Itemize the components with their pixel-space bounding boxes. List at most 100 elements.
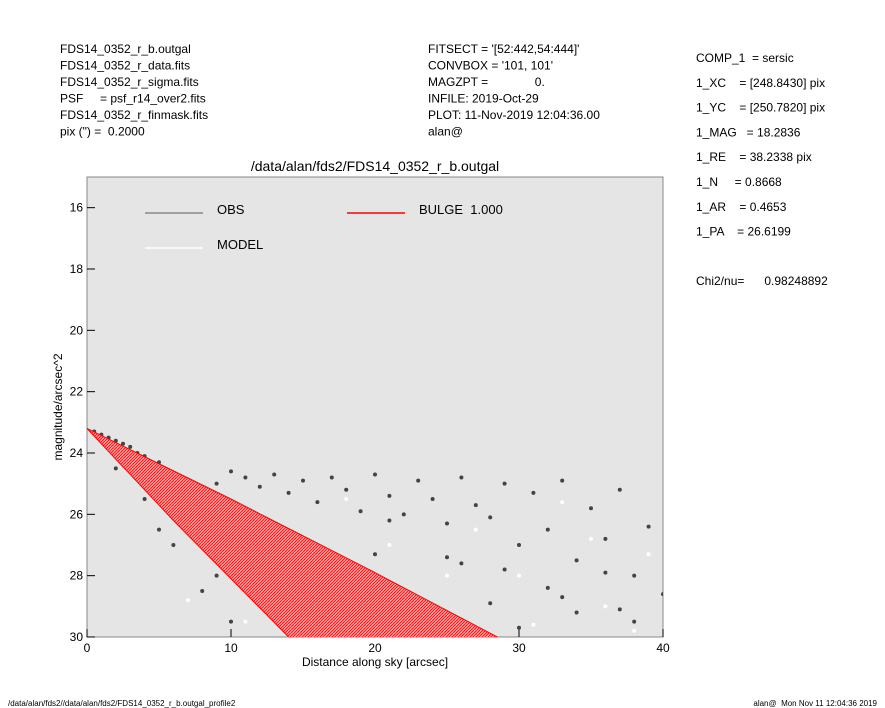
point [445, 573, 449, 578]
header-right-line: 1_RE = 38.2338 pix [696, 150, 812, 164]
chart-title: /data/alan/fds2/FDS14_0352_r_b.outgal [251, 158, 499, 174]
point [445, 521, 449, 526]
point [646, 524, 651, 529]
y-tick-label: 18 [70, 262, 84, 276]
header-middle-line: alan@ [428, 125, 463, 139]
point [214, 481, 219, 486]
header-middle-line: PLOT: 11-Nov-2019 12:04:36.00 [428, 108, 600, 122]
point [603, 570, 608, 575]
point [632, 573, 637, 578]
point [200, 589, 205, 593]
point [502, 481, 507, 486]
header-middle-line: CONVBOX = '101, 101' [428, 59, 553, 73]
point [560, 478, 565, 483]
header-right-line: 1_PA = 26.6199 [696, 225, 791, 239]
y-tick-label: 22 [70, 385, 84, 399]
point [229, 619, 233, 624]
point [387, 518, 392, 523]
header-right-line: 1_XC = [248.8430] pix [696, 76, 825, 90]
header-right-line: 1_N = 0.8668 [696, 175, 782, 189]
bulge-fill [87, 428, 498, 637]
y-tick-label: 28 [70, 569, 84, 583]
plot-area [86, 176, 664, 638]
point [603, 604, 608, 609]
footer-left: /data/alan/fds2//data/alan/fds2/FDS14_03… [8, 699, 236, 708]
header-left-line: PSF = psf_r14_over2.fits [60, 92, 206, 106]
point [502, 567, 507, 572]
point [373, 552, 377, 557]
y-tick-label: 20 [70, 323, 84, 337]
point [387, 493, 392, 498]
header-left-line: FDS14_0352_r_finmask.fits [60, 108, 208, 122]
header-right-line: COMP_1 = sersic [696, 51, 794, 65]
header-left-line: pix (") = 0.2000 [60, 125, 145, 139]
point [315, 500, 320, 505]
y-axis-label: magnitude/arcsec^2 [51, 353, 65, 460]
point [545, 527, 550, 532]
point [459, 561, 464, 566]
point [617, 607, 622, 612]
legend-label: MODEL [217, 237, 263, 252]
point [358, 509, 363, 514]
point [574, 558, 579, 563]
point [459, 475, 464, 480]
point [517, 625, 521, 630]
point [373, 472, 377, 477]
point [603, 536, 608, 541]
point [646, 552, 651, 557]
point [488, 515, 493, 520]
header-right-line: 1_AR = 0.4653 [696, 200, 787, 214]
header-middle-line: MAGZPT = 0. [428, 75, 545, 89]
header-left-line: FDS14_0352_r_sigma.fits [60, 75, 199, 89]
point [344, 497, 349, 501]
x-tick-label: 20 [368, 641, 382, 655]
x-tick-label: 0 [84, 641, 91, 655]
point [229, 469, 233, 474]
point [257, 484, 262, 489]
point [661, 592, 663, 597]
point [286, 490, 291, 495]
point [185, 598, 190, 603]
y-tick-label: 30 [70, 630, 84, 644]
point [560, 500, 565, 505]
point [157, 527, 161, 532]
point [113, 466, 118, 471]
point [473, 527, 478, 532]
point [473, 503, 478, 508]
point [589, 536, 593, 541]
point [632, 628, 637, 633]
point [401, 512, 406, 517]
y-tick-label: 16 [70, 201, 84, 215]
point [301, 478, 305, 483]
point [344, 487, 349, 492]
y-tick-label: 24 [70, 446, 84, 460]
point [243, 619, 248, 624]
point [632, 619, 637, 624]
point [531, 490, 536, 495]
point [531, 622, 536, 627]
point [589, 506, 593, 511]
point [272, 472, 277, 477]
point [416, 478, 421, 483]
x-tick-label: 10 [224, 641, 238, 655]
point [171, 543, 176, 547]
chi2: Chi2/nu= 0.98248892 [696, 274, 828, 288]
bulge-lower-edge [87, 428, 289, 637]
header-middle-line: INFILE: 2019-Oct-29 [428, 92, 539, 106]
header-right-line: 1_YC = [250.7820] pix [696, 101, 825, 115]
header-left-line: FDS14_0352_r_data.fits [60, 59, 190, 73]
point [560, 595, 565, 600]
header-right-line: 1_MAG = 18.2836 [696, 125, 801, 139]
point [574, 610, 579, 615]
point [517, 543, 521, 547]
header-middle-line: FITSECT = '[52:442,54:444]' [428, 42, 579, 56]
point [430, 497, 435, 501]
point [517, 573, 521, 578]
point [445, 555, 449, 560]
header-left-line: FDS14_0352_r_b.outgal [60, 42, 191, 56]
plot-marks [87, 428, 663, 637]
point [488, 601, 493, 606]
footer-right: alan@ Mon Nov 11 12:04:36 2019 [753, 699, 877, 708]
x-tick-label: 30 [512, 641, 526, 655]
